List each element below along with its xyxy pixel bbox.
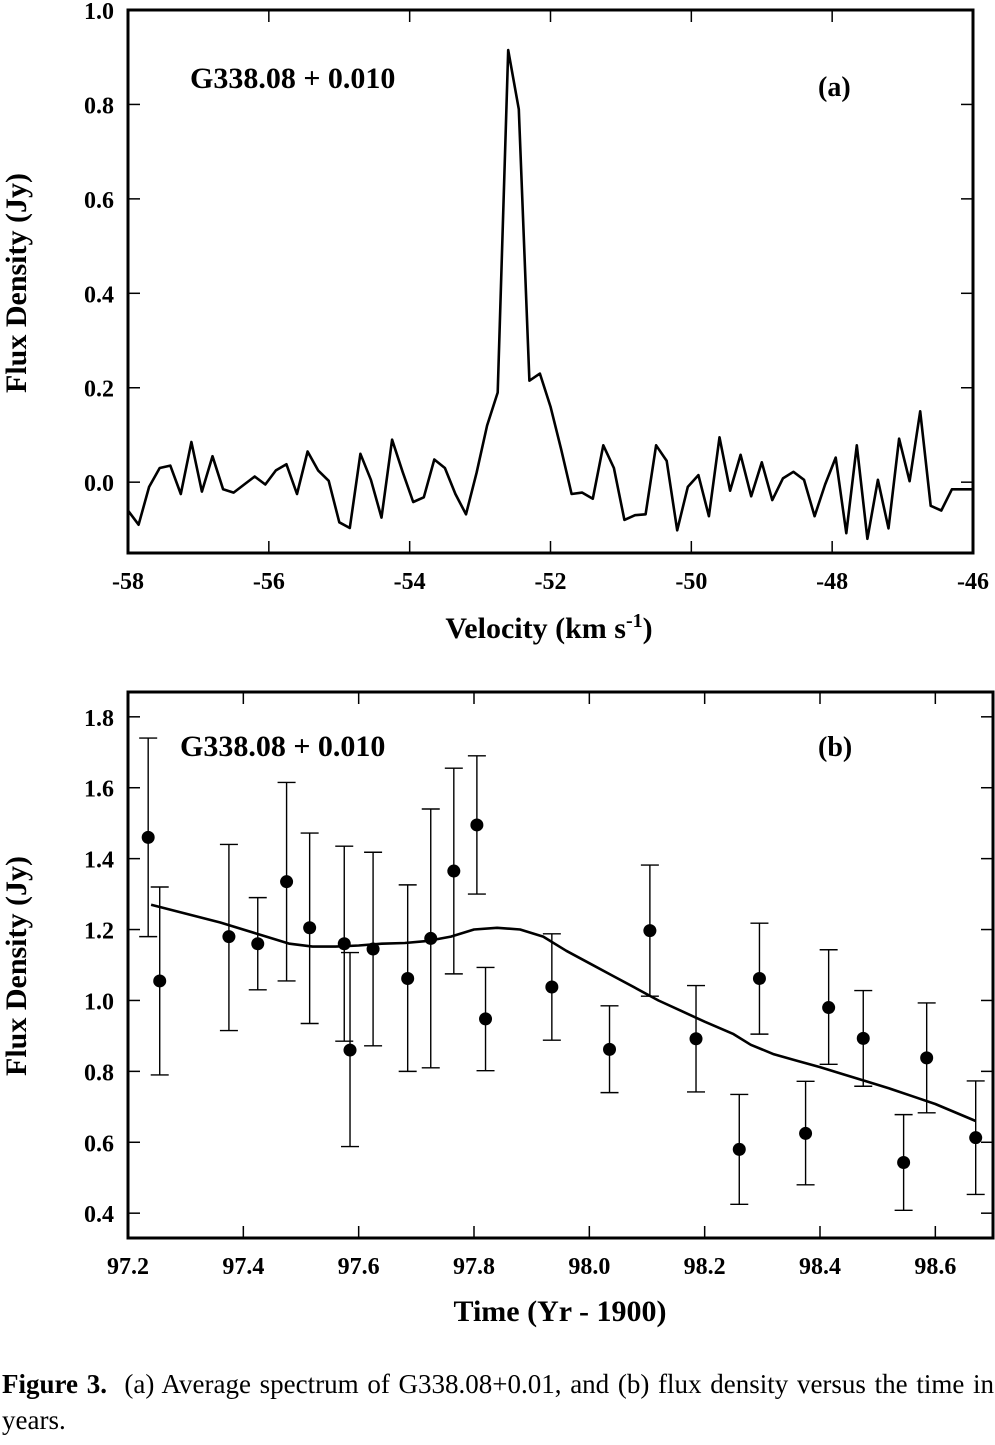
b-data-point [603,1042,617,1056]
b-xtick-label: 98.4 [799,1254,841,1280]
a-panel-label: (a) [818,72,851,103]
b-data-point [643,924,657,938]
a-spectrum-line [126,48,973,541]
a-x-axis-label-close: ) [643,612,653,645]
b-data-point [732,1142,746,1156]
b-data-point [141,830,155,844]
b-trend-line [150,903,977,1123]
a-xtick-label: -54 [394,569,426,595]
b-xtick-label: 98.2 [684,1254,726,1280]
b-ytick-label: 1.2 [84,919,114,945]
figure: -58 -56 -54 -52 -50 -48 -460.00.20.40.60.81.0 … [0,0,995,1328]
b-data-point [689,1032,703,1046]
b-data-point [424,931,438,945]
b-xtick-label: 97.6 [338,1254,380,1280]
b-ytick-label: 0.8 [84,1060,114,1086]
a-xtick-label: -48 [816,569,848,595]
b-data-point [401,971,415,985]
a-ytick-label: 0.2 [84,377,114,403]
b-tick-labels: 97.2 97.4 97.6 97.8 98.0 98.2 98.4 98.6 0.4 0.6 0.… [84,706,956,1280]
a-plot-frame [126,8,975,555]
b-data-point [251,937,265,951]
b-data-point [969,1131,983,1145]
b-y-axis-label: Flux Density (Jy) [0,856,33,1076]
b-data-point [545,980,559,994]
a-xtick-label: -58 [112,569,144,595]
caption-label: Figure 3. [2,1369,107,1399]
b-xtick-label: 98.6 [914,1254,956,1280]
b-ytick-label: 1.6 [84,777,114,803]
b-data-point [280,875,294,889]
b-ytick-label: 0.4 [84,1202,114,1228]
b-xtick-label: 97.4 [222,1254,264,1280]
b-x-axis-label: Time (Yr - 1900) [453,1295,666,1328]
b-data-point [153,974,167,988]
b-data-points [141,818,983,1169]
a-x-axis-label-main: Velocity (km s [445,612,626,645]
b-trend-curve [150,903,977,1123]
b-data-point [447,864,461,878]
b-ytick-label: 1.0 [84,989,114,1015]
figure-caption: Figure 3. (a) Average spectrum of G338.0… [2,1366,994,1438]
a-x-axis-label: Velocity (km s-1) [445,610,652,645]
a-ytick-label: 0.6 [84,188,114,214]
a-xtick-label: -50 [675,569,707,595]
b-error-bars [139,737,985,1212]
b-data-point [470,818,484,832]
b-xtick-label: 97.2 [107,1254,149,1280]
flux-time-panel: 97.2 97.4 97.6 97.8 98.0 98.2 98.4 98.6 0.4 0.6 0.… [0,690,995,1328]
b-data-point [303,921,317,935]
a-spectrum-series [126,48,973,541]
b-xtick-label: 98.0 [568,1254,610,1280]
b-data-point [799,1126,813,1140]
a-x-axis-label-sup: -1 [626,610,643,632]
b-xtick-label: 97.8 [453,1254,495,1280]
b-ytick-label: 1.8 [84,706,114,732]
b-data-point [337,937,351,951]
a-y-axis-label: Flux Density (Jy) [0,173,33,393]
caption-text: (a) Average spectrum of G338.08+0.01, an… [2,1369,995,1435]
b-data-point [897,1155,911,1169]
a-source-annotation: G338.08 + 0.010 [190,62,395,95]
b-ytick-label: 1.4 [84,848,114,874]
a-ytick-label: 0.0 [84,471,114,497]
b-data-point [822,1001,836,1015]
b-data-point [920,1051,934,1065]
b-plot-frame [126,690,995,1240]
b-panel-label: (b) [818,732,852,763]
b-source-annotation: G338.08 + 0.010 [180,730,385,763]
a-ytick-label: 0.8 [84,93,114,119]
b-ytick-label: 0.6 [84,1131,114,1157]
a-xtick-label: -52 [535,569,567,595]
a-xtick-label: -46 [957,569,989,595]
b-data-point [222,930,236,944]
a-ytick-label: 0.4 [84,282,114,308]
b-data-point [856,1031,870,1045]
a-xtick-label: -56 [253,569,285,595]
a-tick-labels: -58 -56 -54 -52 -50 -48 -46 0.0 0.2 0.4 0.6 0.8 1.0 [84,0,989,595]
b-data-point [343,1043,357,1057]
b-data-point [752,971,766,985]
spectrum-panel: -58 -56 -54 -52 -50 -48 -460.00.20.40.60.81.0 … [0,0,989,645]
b-data-point [366,942,380,956]
b-data-point [479,1012,493,1026]
a-ytick-label: 1.0 [84,0,114,25]
